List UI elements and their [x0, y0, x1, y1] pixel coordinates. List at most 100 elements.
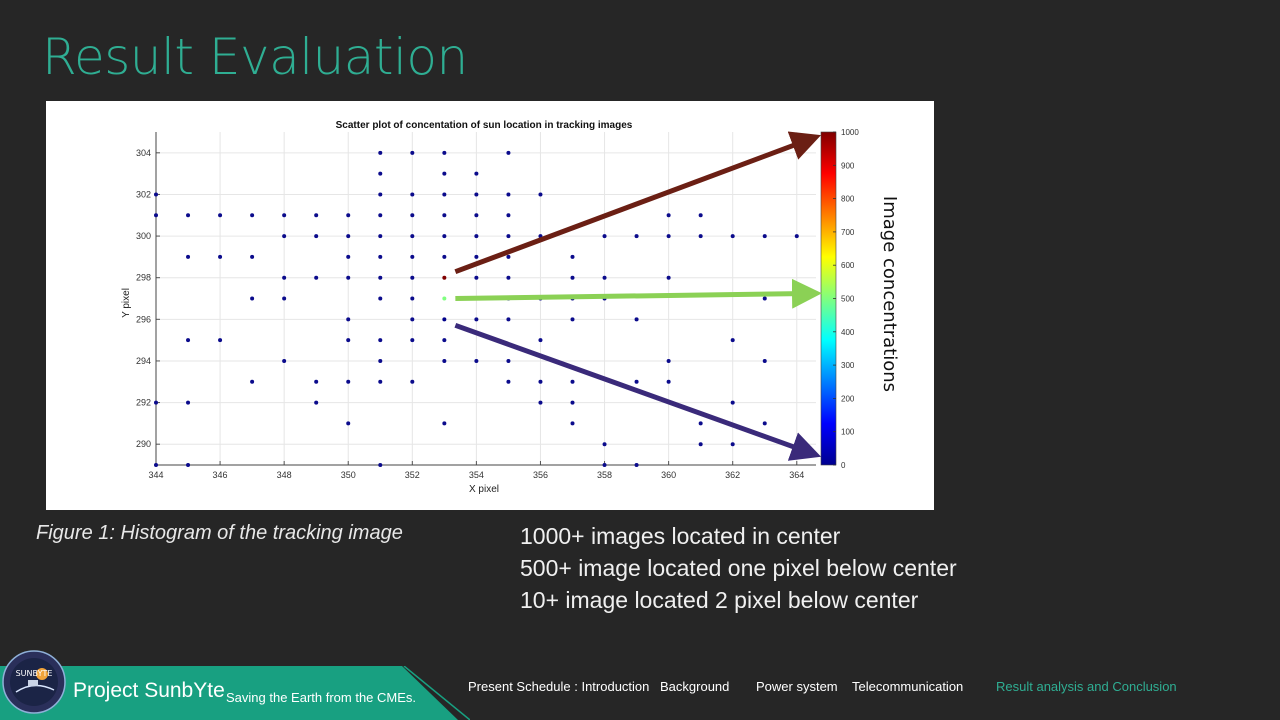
data-point	[730, 400, 735, 405]
data-point	[346, 275, 351, 280]
data-point	[666, 358, 671, 363]
nav-present-schedule[interactable]: Present Schedule : Introduction	[468, 679, 650, 694]
colorbar-tick-label: 700	[841, 228, 855, 237]
y-tick-label: 298	[136, 273, 151, 283]
colorbar-tick-label: 200	[841, 394, 855, 403]
project-name: Project SunbYte	[73, 679, 225, 702]
data-point	[474, 254, 479, 259]
data-point	[346, 254, 351, 259]
result-notes: 1000+ images located in center 500+ imag…	[520, 520, 957, 616]
data-point	[442, 213, 447, 218]
data-point	[186, 463, 191, 467]
data-point	[762, 234, 767, 239]
colorbar-label: Image concentrations	[879, 196, 900, 392]
colorbar-tick-label: 800	[841, 195, 855, 204]
data-point	[442, 254, 447, 259]
data-point	[698, 234, 703, 239]
nav-background[interactable]: Background	[660, 679, 730, 694]
data-point	[474, 275, 479, 280]
data-point	[282, 296, 287, 301]
x-tick-label: 352	[405, 470, 420, 480]
data-point	[378, 254, 383, 259]
colorbar-tick-label: 900	[841, 161, 855, 170]
data-point	[666, 379, 671, 384]
nav-result-analysis[interactable]: Result analysis and Conclusion	[996, 679, 1177, 694]
data-point	[410, 275, 415, 280]
arrow-low-concentration	[454, 322, 822, 461]
arrow-high-concentration	[454, 131, 822, 275]
data-point	[762, 421, 767, 426]
x-axis-label: X pixel	[469, 484, 499, 495]
data-point	[314, 275, 319, 280]
data-point	[378, 234, 383, 239]
y-tick-label: 294	[136, 356, 151, 366]
x-tick-label: 360	[661, 470, 676, 480]
data-point	[666, 213, 671, 218]
x-tick-label: 356	[533, 470, 548, 480]
y-tick-label: 296	[136, 314, 151, 324]
data-point	[314, 400, 319, 405]
x-tick-label: 364	[789, 470, 804, 480]
data-point	[250, 213, 255, 218]
data-point	[378, 213, 383, 218]
colorbar-tick-label: 300	[841, 361, 855, 370]
data-point	[730, 338, 735, 343]
data-point	[346, 338, 351, 343]
data-point	[570, 317, 575, 322]
data-point	[474, 213, 479, 218]
data-point	[154, 192, 158, 197]
highlighted-data-point	[442, 275, 447, 280]
note-one-below: 500+ image located one pixel below cente…	[520, 555, 957, 581]
data-point	[282, 234, 287, 239]
data-point	[666, 234, 671, 239]
data-point	[538, 338, 543, 343]
data-point	[410, 150, 415, 155]
data-point	[378, 358, 383, 363]
data-point	[634, 463, 639, 467]
nav-power-system[interactable]: Power system	[756, 679, 838, 694]
data-point	[698, 421, 703, 426]
data-point	[794, 234, 799, 239]
footer-band	[0, 666, 470, 720]
note-two-below: 10+ image located 2 pixel below center	[520, 587, 919, 613]
data-point	[346, 421, 351, 426]
highlighted-data-point	[442, 296, 447, 301]
nav-telecommunication[interactable]: Telecommunication	[852, 679, 964, 694]
data-point	[602, 275, 607, 280]
data-point	[474, 317, 479, 322]
data-point	[538, 192, 543, 197]
data-point	[378, 171, 383, 176]
logo-lettering: SUNBYTE	[16, 669, 53, 678]
data-point	[570, 275, 575, 280]
data-point	[378, 275, 383, 280]
x-tick-label: 362	[725, 470, 740, 480]
data-point	[442, 234, 447, 239]
data-point	[218, 213, 223, 218]
data-point	[154, 463, 158, 467]
chart-title: Scatter plot of concentation of sun loca…	[336, 120, 633, 131]
data-point	[410, 234, 415, 239]
scatter-chart: Scatter plot of concentation of sun loca…	[121, 120, 900, 495]
x-tick-label: 348	[277, 470, 292, 480]
data-point	[378, 192, 383, 197]
data-point	[602, 234, 607, 239]
x-tick-label: 344	[148, 470, 163, 480]
data-point	[538, 379, 543, 384]
data-point	[442, 192, 447, 197]
data-point	[634, 234, 639, 239]
data-point	[474, 358, 479, 363]
y-tick-label: 302	[136, 189, 151, 199]
data-point	[154, 213, 158, 218]
data-point	[570, 400, 575, 405]
colorbar-tick-label: 500	[841, 295, 855, 304]
data-point	[410, 338, 415, 343]
data-point	[378, 338, 383, 343]
data-point	[186, 213, 191, 218]
data-point	[506, 192, 511, 197]
data-point	[506, 275, 511, 280]
data-point	[442, 150, 447, 155]
data-point	[346, 213, 351, 218]
data-point	[442, 171, 447, 176]
data-point	[570, 379, 575, 384]
data-point	[346, 234, 351, 239]
